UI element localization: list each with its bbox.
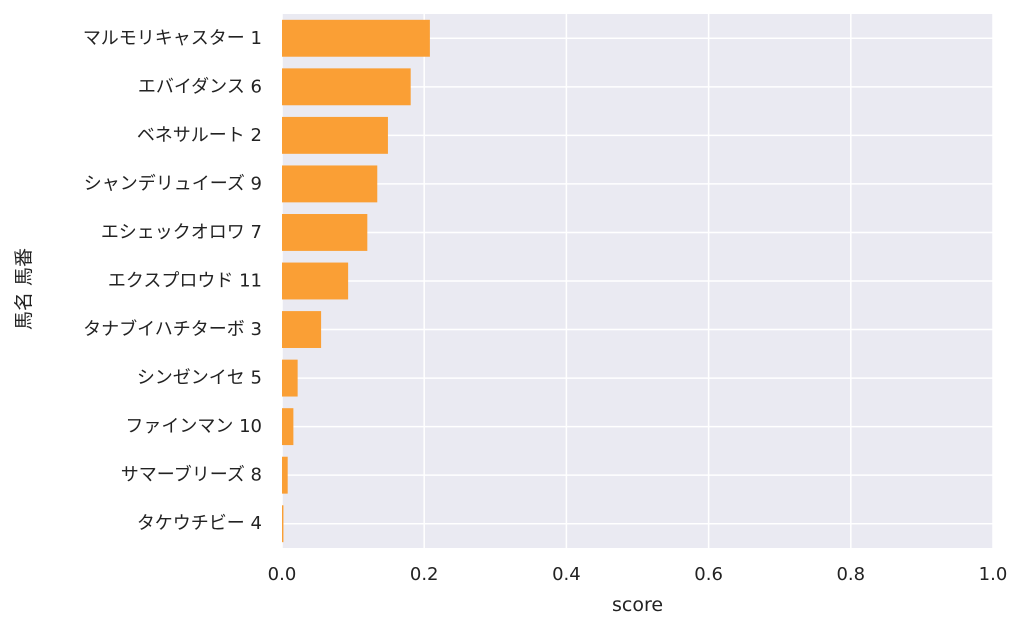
bars [282, 19, 430, 543]
bar [282, 68, 411, 106]
bar [282, 456, 288, 494]
y-tick-label: タケウチビー 4 [137, 513, 262, 534]
y-tick-label: タナブイハチターボ 3 [83, 318, 262, 340]
y-tick-label: エクスプロウド 11 [108, 271, 262, 292]
x-tick-label: 0.0 [268, 564, 297, 585]
y-tick-label: マルモリキャスター 1 [83, 28, 262, 49]
bar [282, 262, 349, 300]
bar [282, 359, 298, 397]
y-tick-label: エシェックオロワ 7 [101, 222, 262, 243]
bar [282, 505, 284, 543]
bar [282, 165, 378, 203]
y-tick-label: シャンデリュイーズ 9 [84, 173, 262, 194]
bar [282, 311, 322, 348]
x-tick-label: 0.6 [694, 564, 723, 585]
y-axis-title: 馬名 馬番 [13, 248, 35, 330]
bar [282, 116, 388, 154]
x-tick-label: 0.8 [836, 564, 865, 585]
y-tick-labels: マルモリキャスター 1 エバイダンス 6 ベネサルート 2 シャンデリュイーズ 9 エシ… [83, 28, 262, 534]
bar [282, 214, 368, 251]
x-tick-label: 0.4 [552, 564, 581, 585]
x-tick-label: 1.0 [979, 564, 1008, 585]
y-tick-label: シンゼンイセ 5 [137, 368, 262, 389]
y-tick-label: サマーブリーズ 8 [121, 464, 262, 486]
x-tick-labels: 0.0 0.2 0.4 0.6 0.8 1.0 [268, 564, 1008, 585]
bar [282, 408, 294, 446]
x-tick-label: 0.2 [410, 564, 439, 585]
bar [282, 19, 430, 57]
grid-lines [281, 14, 994, 548]
y-tick-label: ベネサルート 2 [137, 125, 262, 146]
y-tick-label: ファインマン 10 [125, 416, 262, 437]
x-axis-title: score [612, 594, 663, 616]
y-tick-label: エバイダンス 6 [138, 76, 262, 97]
